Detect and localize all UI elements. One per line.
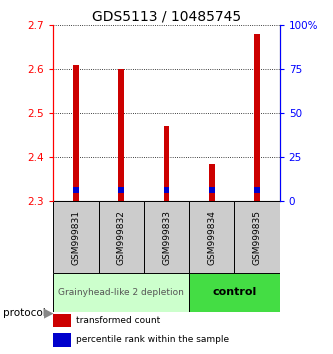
Text: GSM999832: GSM999832: [117, 210, 126, 265]
Bar: [254, 34, 260, 201]
Text: GSM999833: GSM999833: [162, 210, 171, 265]
Bar: [209, 164, 214, 201]
Bar: [73, 187, 79, 194]
Text: Grainyhead-like 2 depletion: Grainyhead-like 2 depletion: [58, 288, 184, 297]
Bar: [164, 126, 169, 201]
Bar: [73, 64, 79, 201]
Text: protocol: protocol: [3, 308, 46, 318]
Bar: [164, 187, 169, 194]
Bar: [189, 273, 280, 312]
Bar: [209, 187, 214, 194]
Text: transformed count: transformed count: [76, 316, 160, 325]
Bar: [144, 201, 189, 273]
Bar: [119, 187, 124, 194]
Bar: [189, 201, 234, 273]
Bar: [234, 201, 280, 273]
Bar: [53, 314, 71, 327]
Bar: [99, 201, 144, 273]
Bar: [119, 69, 124, 201]
Text: GSM999834: GSM999834: [207, 210, 216, 265]
Text: GSM999831: GSM999831: [71, 210, 81, 265]
Text: ▶: ▶: [44, 307, 53, 320]
Title: GDS5113 / 10485745: GDS5113 / 10485745: [92, 10, 241, 24]
Bar: [254, 187, 260, 194]
Text: GSM999835: GSM999835: [252, 210, 262, 265]
Bar: [53, 201, 99, 273]
Bar: [53, 333, 71, 347]
Bar: [53, 273, 189, 312]
Text: control: control: [212, 287, 256, 297]
Text: percentile rank within the sample: percentile rank within the sample: [76, 335, 229, 344]
